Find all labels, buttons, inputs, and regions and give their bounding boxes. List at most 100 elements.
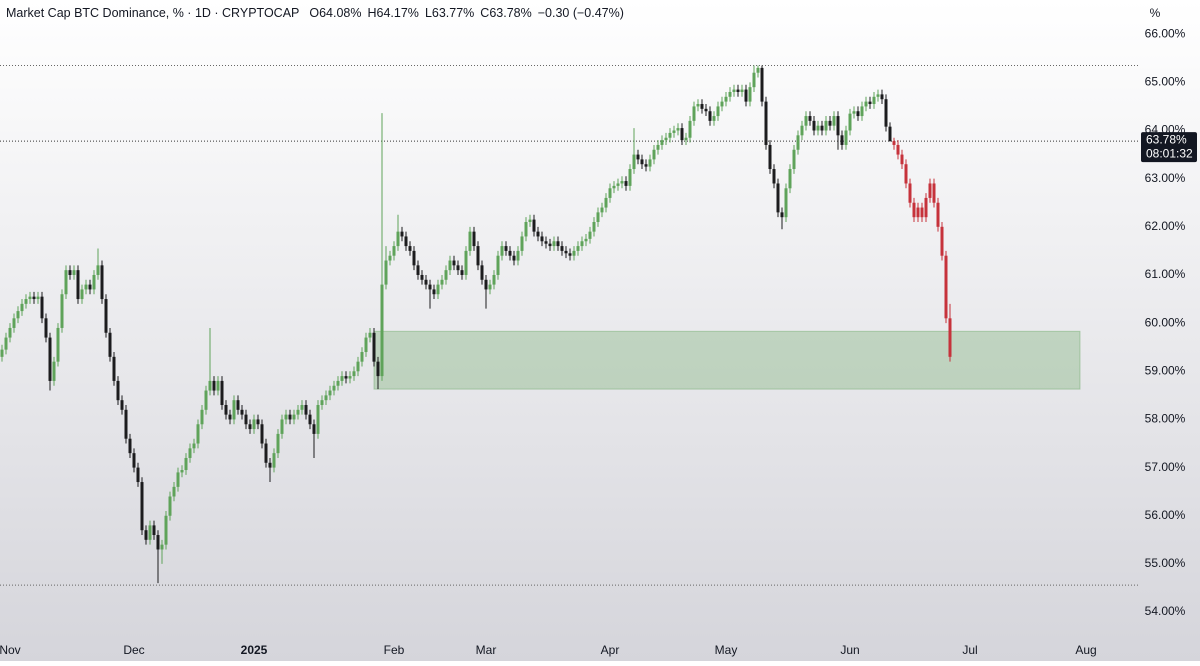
candle-body — [556, 241, 560, 247]
candle-body — [780, 212, 784, 218]
candle-body — [196, 424, 200, 444]
candle-body — [144, 530, 148, 540]
y-tick-label: 63.00% — [1145, 171, 1186, 185]
candle-body — [0, 349, 4, 357]
candle-body — [16, 311, 20, 319]
candle-body — [376, 361, 380, 377]
candle-body — [408, 246, 412, 251]
candle-body — [528, 219, 532, 223]
candle-body — [276, 433, 280, 454]
y-tick-label: 54.00% — [1145, 604, 1186, 618]
candle-body — [468, 231, 472, 251]
projection-body — [892, 141, 896, 145]
candle-body — [732, 89, 736, 92]
candle-body — [256, 419, 260, 425]
candle-body — [72, 270, 76, 275]
y-tick-label: 62.00% — [1145, 219, 1186, 233]
candle-body — [856, 111, 860, 117]
candle-body — [772, 169, 776, 184]
candle-body — [612, 185, 616, 189]
projection-body — [928, 183, 932, 198]
y-tick-label: 57.00% — [1145, 460, 1186, 474]
chart-title: Market Cap BTC Dominance, % · 1D · CRYPT… — [6, 6, 299, 20]
candle-body — [852, 111, 856, 114]
candle-body — [640, 159, 644, 165]
legend-value: C63.78% — [480, 6, 531, 20]
candle-body — [260, 424, 264, 444]
candle-body — [580, 241, 584, 247]
candle-body — [628, 169, 632, 186]
candle-body — [20, 303, 24, 312]
candle-body — [884, 99, 888, 127]
candle-body — [380, 284, 384, 377]
projection-body — [908, 183, 912, 203]
candle-body — [576, 246, 580, 251]
candle-body — [820, 125, 824, 131]
candle-body — [592, 222, 596, 232]
candle-body — [888, 126, 892, 142]
x-tick-label: Nov — [0, 643, 21, 657]
candle-body — [824, 120, 828, 131]
candle-body — [704, 108, 708, 112]
candle-body — [404, 236, 408, 247]
candle-body — [444, 270, 448, 280]
candle-body — [724, 96, 728, 102]
projection-body — [912, 202, 916, 218]
y-tick-label: 66.00% — [1145, 26, 1186, 40]
y-tick-label: 59.00% — [1145, 363, 1186, 377]
projection-body — [904, 164, 908, 184]
candle-body — [120, 400, 124, 410]
candle-body — [676, 128, 680, 131]
candle-body — [632, 154, 636, 170]
candle-body — [272, 453, 276, 468]
candle-body — [784, 188, 788, 218]
projection-body — [920, 207, 924, 218]
candle-body — [836, 116, 840, 136]
candle-body — [728, 91, 732, 97]
candle-body — [636, 154, 640, 160]
candle-body — [188, 448, 192, 458]
projection-body — [948, 318, 952, 357]
candle-body — [740, 89, 744, 92]
candle-body — [12, 318, 16, 328]
candle-body — [516, 250, 520, 261]
candle-body — [308, 414, 312, 425]
candle-body — [588, 231, 592, 239]
candle-body — [480, 265, 484, 280]
candle-body — [68, 270, 72, 275]
projection-body — [896, 144, 900, 155]
candle-body — [532, 219, 536, 232]
candle-body — [424, 279, 428, 285]
projection-body — [924, 197, 928, 218]
candle-body — [160, 544, 164, 550]
candle-body — [504, 246, 508, 251]
candle-body — [128, 438, 132, 454]
candle-body — [344, 376, 348, 379]
candle-body — [292, 414, 296, 420]
candle-body — [288, 414, 292, 420]
candle-body — [476, 246, 480, 266]
candle-body — [228, 414, 232, 420]
candle-body — [584, 238, 588, 242]
candle-body — [52, 361, 56, 381]
price-label-box — [1141, 132, 1197, 163]
legend-value: −0.30 (−0.47%) — [538, 6, 624, 20]
candle-body — [368, 332, 372, 338]
candle-body — [596, 212, 600, 223]
candle-body — [84, 284, 88, 290]
candle-body — [48, 337, 52, 381]
unit-label: % — [1150, 6, 1161, 20]
candle-body — [604, 197, 608, 208]
candle-body — [104, 299, 108, 333]
x-tick-label: 2025 — [241, 643, 268, 657]
candle-body — [268, 462, 272, 468]
candle-body — [564, 250, 568, 254]
candle-body — [624, 181, 628, 186]
candle-body — [88, 284, 92, 290]
candle-body — [544, 241, 548, 244]
candle-body — [776, 183, 780, 213]
candle-body — [336, 380, 340, 386]
candle-body — [240, 409, 244, 415]
candle-body — [460, 270, 464, 275]
candle-body — [500, 246, 504, 256]
